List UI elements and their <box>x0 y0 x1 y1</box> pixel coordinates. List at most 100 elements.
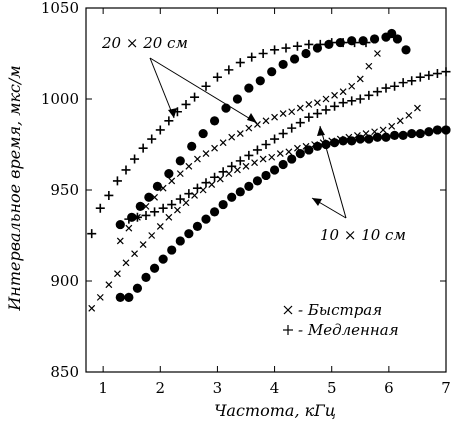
data-point-dot <box>198 128 208 139</box>
data-point-cross <box>148 232 156 239</box>
data-point-dot <box>144 192 154 202</box>
data-point-cross <box>414 104 421 112</box>
data-point-dot <box>312 43 323 53</box>
data-point-plus <box>261 140 271 149</box>
legend-cross-marker <box>283 305 293 315</box>
data-point-plus <box>192 183 202 193</box>
data-point-dot <box>324 39 334 50</box>
data-point-cross <box>194 155 201 163</box>
data-point-dot <box>278 159 288 170</box>
data-point-dot <box>152 181 163 191</box>
data-point-plus <box>347 96 357 106</box>
data-point-cross <box>242 162 250 170</box>
legend-label-slow: - Медленная <box>298 321 399 339</box>
data-point-dot <box>398 130 408 140</box>
data-point-plus <box>287 123 297 133</box>
data-point-plus <box>424 70 434 80</box>
data-point-cross <box>88 304 96 312</box>
data-point-cross <box>259 155 267 163</box>
data-point-dot <box>387 28 397 39</box>
data-point-dot <box>175 236 185 246</box>
data-point-cross <box>156 222 164 230</box>
data-point-dot <box>269 165 280 175</box>
annotation-20x20: 20 × 20 см <box>101 34 258 124</box>
data-point-plus <box>281 43 291 53</box>
data-point-plus <box>150 207 160 217</box>
data-point-cross <box>185 162 193 170</box>
annotation-10x10-arrowhead-1 <box>312 198 322 206</box>
data-point-dot <box>424 127 434 137</box>
data-point-plus <box>390 81 400 91</box>
data-point-cross <box>271 113 278 121</box>
data-point-cross <box>285 148 293 156</box>
data-point-plus <box>252 145 262 155</box>
data-point-dot <box>278 59 288 70</box>
data-point-plus <box>270 45 280 55</box>
annotation-20x20-arrow-2 <box>149 57 258 124</box>
data-point-cross <box>314 99 321 107</box>
data-point-cross <box>251 159 258 167</box>
data-point-plus <box>278 129 288 139</box>
data-point-plus <box>181 99 191 109</box>
data-point-plus <box>381 83 391 93</box>
annotation-10x10-arrow-2 <box>319 125 347 219</box>
data-point-cross <box>234 166 241 174</box>
data-point-plus <box>304 39 314 49</box>
data-point-plus <box>338 98 348 108</box>
data-point-dot <box>295 149 305 159</box>
data-point-plus <box>95 203 105 213</box>
data-point-dot <box>329 138 340 148</box>
x-tick-label: 2 <box>156 379 166 397</box>
data-point-plus <box>235 156 245 166</box>
data-point-cross <box>142 202 150 210</box>
data-point-dot <box>115 292 125 302</box>
data-point-plus <box>138 143 148 153</box>
data-point-dot <box>347 36 357 46</box>
data-point-dot <box>164 169 174 179</box>
data-point-dot <box>381 132 391 142</box>
data-point-plus <box>258 49 268 58</box>
data-point-dot <box>401 45 411 55</box>
annotation-10x10-arrowhead-2 <box>317 126 325 136</box>
data-point-plus <box>167 200 177 210</box>
data-point-cross <box>131 250 138 258</box>
data-point-dot <box>289 54 300 64</box>
series-5-plus <box>124 67 451 224</box>
data-point-plus <box>121 165 131 175</box>
data-point-plus <box>141 210 151 220</box>
legend-plus-marker <box>283 325 293 335</box>
data-point-plus <box>270 134 280 144</box>
data-point-cross <box>262 117 270 125</box>
data-point-cross <box>105 281 113 289</box>
data-point-plus <box>407 76 417 86</box>
data-point-dot <box>364 134 374 144</box>
data-point-cross <box>268 153 276 161</box>
data-point-dot <box>192 221 203 231</box>
series-2-cross <box>116 50 381 245</box>
y-tick-label: 1000 <box>41 90 79 108</box>
data-point-dot <box>149 263 160 273</box>
data-point-dot <box>252 176 263 186</box>
data-point-cross <box>339 88 347 96</box>
data-point-dot <box>135 201 145 211</box>
plot-frame <box>85 7 447 373</box>
y-tick-label: 950 <box>50 181 79 199</box>
annotation-10x10: 10 × 10 см <box>311 125 406 244</box>
data-point-plus <box>227 161 237 171</box>
data-point-plus <box>372 87 382 97</box>
annotation-20x20-arrowhead-1 <box>168 108 177 118</box>
data-point-cross <box>348 82 356 90</box>
x-tick-label: 4 <box>270 379 280 397</box>
data-point-cross <box>219 139 227 147</box>
data-point-cross <box>165 213 173 221</box>
data-point-plus <box>364 90 374 100</box>
data-point-cross <box>365 62 373 70</box>
data-point-cross <box>236 130 244 138</box>
data-point-dot <box>369 34 380 44</box>
data-point-dot <box>301 48 311 59</box>
data-point-plus <box>201 178 211 188</box>
data-point-dot <box>358 36 368 46</box>
data-point-plus <box>244 150 254 160</box>
data-point-cross <box>96 293 104 301</box>
data-point-dot <box>115 219 125 230</box>
